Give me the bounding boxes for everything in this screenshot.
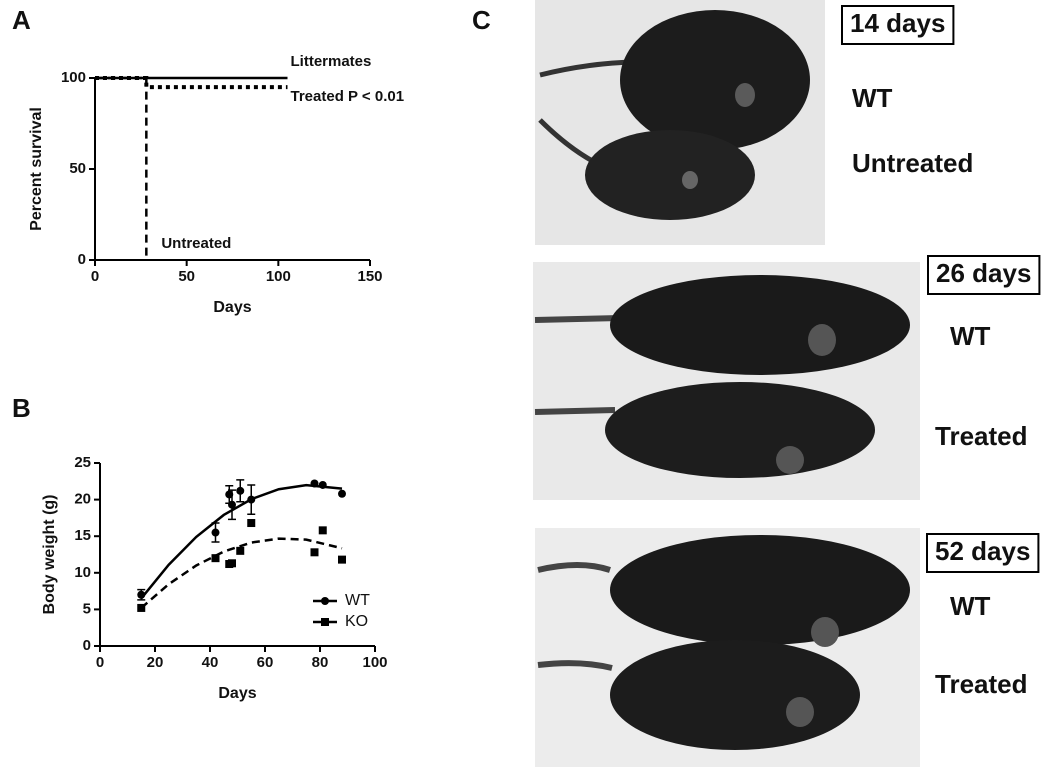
age-box: [841, 5, 955, 45]
legend-marker: [321, 597, 329, 605]
y-tick-label: 100: [61, 69, 86, 86]
y-tick-label: 0: [83, 637, 91, 654]
x-tick-label: 50: [178, 268, 195, 285]
marker: [228, 559, 236, 568]
fit-curve: [140, 483, 343, 600]
y-tick-label: 20: [74, 491, 91, 508]
survival-line: [95, 76, 148, 260]
photo: [535, 0, 825, 245]
fit-curve: [140, 537, 343, 609]
x-tick-label: 100: [266, 268, 291, 285]
x-tick-label: 150: [357, 268, 382, 285]
legend-label: WT: [345, 592, 370, 609]
y-axis-label: Percent survival: [28, 107, 45, 231]
marker: [211, 554, 220, 563]
x-tick-label: 100: [362, 654, 387, 671]
marker: [318, 526, 327, 535]
marker: [228, 500, 236, 509]
panel-label: B: [12, 393, 31, 423]
marker: [338, 489, 346, 498]
panel-label: C: [472, 5, 491, 35]
y-axis-label: Body weight (g): [41, 495, 58, 615]
age-label: 52 days: [935, 536, 1030, 566]
marker: [247, 519, 256, 528]
x-tick-label: 60: [257, 654, 274, 671]
panel-label: A: [12, 5, 31, 35]
x-tick-label: 0: [91, 268, 99, 285]
x-tick-label: 80: [312, 654, 329, 671]
group-label: WT: [950, 591, 991, 621]
y-tick-label: 50: [69, 160, 86, 177]
marker: [236, 546, 245, 555]
marker: [318, 480, 327, 489]
marker: [310, 479, 319, 488]
series-label: Untreated: [161, 235, 231, 252]
x-axis-label: Days: [213, 299, 251, 316]
marker: [211, 528, 220, 537]
y-tick-label: 5: [83, 600, 91, 617]
y-tick-label: 10: [74, 564, 91, 581]
marker: [137, 603, 146, 612]
photo: [535, 528, 920, 767]
legend-marker: [321, 618, 329, 626]
marker: [338, 555, 346, 564]
series-label: Treated P < 0.01: [291, 88, 405, 105]
marker: [247, 495, 256, 504]
age-label: 26 days: [936, 258, 1031, 288]
y-tick-label: 0: [78, 251, 86, 268]
x-tick-label: 40: [202, 654, 219, 671]
x-tick-label: 20: [147, 654, 164, 671]
age-box: [926, 533, 1040, 573]
series-label: Littermates: [291, 53, 372, 70]
age-label: 14 days: [850, 8, 945, 38]
group-label: Untreated: [852, 148, 973, 178]
marker: [310, 548, 319, 557]
y-tick-label: 15: [74, 527, 91, 544]
y-tick-label: 25: [74, 454, 91, 471]
group-label: Treated: [935, 669, 1028, 699]
group-label: Treated: [935, 421, 1028, 451]
marker: [236, 486, 245, 495]
age-box: [927, 255, 1041, 295]
group-label: WT: [852, 83, 893, 113]
legend-label: KO: [345, 613, 368, 630]
survival-line: [95, 76, 288, 90]
x-tick-label: 0: [96, 654, 104, 671]
photo: [533, 262, 920, 500]
marker: [137, 590, 146, 599]
group-label: WT: [950, 321, 991, 351]
x-axis-label: Days: [218, 685, 256, 702]
